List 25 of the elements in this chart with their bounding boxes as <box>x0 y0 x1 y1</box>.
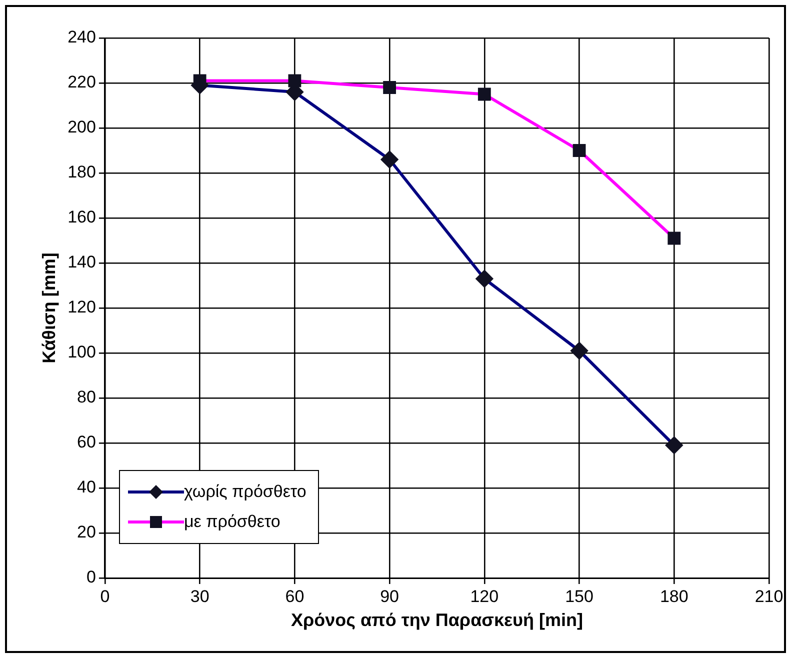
x-tick-label: 0 <box>100 586 110 606</box>
y-tick-label: 100 <box>68 342 96 362</box>
legend-label: με πρόσθετο <box>184 512 280 532</box>
x-axis-title: Χρόνος από την Παρασκευή [min] <box>290 610 583 630</box>
y-tick-label: 180 <box>68 162 96 182</box>
y-tick-label: 200 <box>68 118 96 137</box>
y-tick-label: 60 <box>77 432 96 452</box>
y-tick-label: 140 <box>68 252 96 272</box>
x-tick-label: 210 <box>754 586 784 606</box>
y-tick-label: 160 <box>68 208 96 227</box>
x-tick-label: 90 <box>380 586 400 606</box>
y-tick-label: 240 <box>68 28 96 47</box>
y-axis-title: Κάθιση [mm] <box>38 252 59 364</box>
y-tick-label: 120 <box>68 298 96 317</box>
legend-label: χωρίς πρόσθετο <box>184 482 306 502</box>
y-tick-label: 20 <box>77 522 96 542</box>
x-tick-label: 30 <box>190 586 210 606</box>
x-tick-label: 180 <box>660 586 688 606</box>
x-tick-label: 60 <box>285 586 304 606</box>
y-tick-label: 0 <box>86 568 96 587</box>
x-tick-label: 150 <box>565 586 594 606</box>
y-tick-label: 40 <box>77 478 96 497</box>
y-tick-label: 80 <box>77 388 96 407</box>
y-tick-label: 220 <box>68 72 96 92</box>
x-tick-label: 120 <box>470 586 499 606</box>
